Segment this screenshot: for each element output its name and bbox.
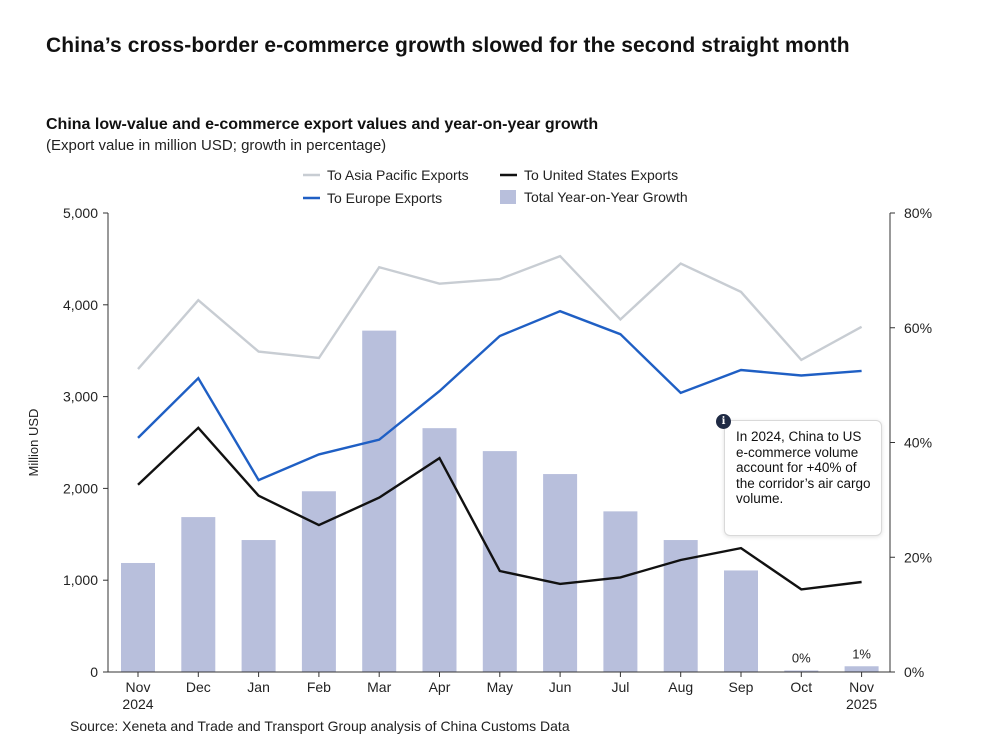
annotation-box: In 2024, China to US e-commerce volume a… bbox=[724, 420, 882, 536]
right-tick-label: 0% bbox=[904, 664, 924, 680]
legend-swatch bbox=[500, 190, 516, 204]
x-tick-label: Jul bbox=[611, 679, 629, 695]
x-tick-label: Nov bbox=[849, 679, 874, 695]
source-note: Source: Xeneta and Trade and Transport G… bbox=[70, 718, 570, 734]
right-tick-label: 40% bbox=[904, 435, 932, 451]
info-icon: i bbox=[716, 414, 731, 429]
x-tick-label: Oct bbox=[790, 679, 812, 695]
bar-data-label: 1% bbox=[852, 646, 871, 661]
legend-label: To Asia Pacific Exports bbox=[327, 167, 469, 183]
growth-bar bbox=[844, 666, 879, 672]
chart-title: China low-value and e-commerce export va… bbox=[46, 116, 599, 133]
bar-data-label: 0% bbox=[792, 651, 811, 666]
right-tick-label: 60% bbox=[904, 320, 932, 336]
right-tick-label: 20% bbox=[904, 549, 932, 565]
line-series bbox=[137, 254, 863, 591]
growth-bar bbox=[543, 474, 578, 672]
growth-bar bbox=[603, 511, 638, 672]
right-tick-label: 80% bbox=[904, 205, 932, 221]
left-tick-label: 5,000 bbox=[63, 205, 98, 221]
x-tick-label: Aug bbox=[668, 679, 693, 695]
x-tick-label: Sep bbox=[729, 679, 754, 695]
legend: To Asia Pacific Exports To United States … bbox=[303, 167, 688, 206]
legend-label: To Europe Exports bbox=[327, 190, 442, 206]
chart-subtitle: (Export value in million USD; growth in … bbox=[46, 137, 387, 154]
left-tick-label: 1,000 bbox=[63, 572, 98, 588]
growth-bar bbox=[482, 451, 517, 672]
growth-bar bbox=[301, 491, 336, 672]
y-axis-label: Million USD bbox=[26, 409, 41, 477]
growth-bar bbox=[362, 330, 397, 672]
x-tick-label: Mar bbox=[367, 679, 391, 695]
growth-bar bbox=[422, 428, 457, 672]
x-tick-label: May bbox=[487, 679, 513, 695]
left-tick-label: 2,000 bbox=[63, 480, 98, 496]
right-axis: 0% 20% 40% 60% 80% bbox=[889, 205, 932, 680]
x-tick-label: Jan bbox=[247, 679, 270, 695]
x-tick-label: Jun bbox=[549, 679, 572, 695]
series-line-to-asia-pacific-exports bbox=[137, 254, 863, 370]
growth-bar bbox=[724, 570, 758, 672]
left-axis: 0 1,000 2,000 3,000 4,000 5,000 Million USD bbox=[26, 205, 109, 680]
left-tick-label: 0 bbox=[90, 664, 98, 680]
x-tick-label: Apr bbox=[429, 679, 451, 695]
growth-bar bbox=[181, 517, 216, 672]
x-tick-label: Nov bbox=[126, 679, 151, 695]
growth-bar bbox=[241, 540, 276, 672]
x-year-label: 2024 bbox=[122, 696, 153, 712]
growth-bar bbox=[121, 562, 155, 672]
page-headline: China’s cross-border e-commerce growth s… bbox=[46, 34, 850, 57]
legend-label: Total Year-on-Year Growth bbox=[524, 189, 688, 205]
bar-series: 0% 1% bbox=[121, 330, 879, 672]
growth-bar bbox=[784, 670, 819, 672]
x-year-label: 2025 bbox=[846, 696, 877, 712]
left-tick-label: 4,000 bbox=[63, 297, 98, 313]
left-tick-label: 3,000 bbox=[63, 389, 98, 405]
series-line-to-united-states-exports bbox=[137, 426, 862, 591]
series-line-to-europe-exports bbox=[137, 309, 862, 482]
x-tick-label: Dec bbox=[186, 679, 211, 695]
legend-label: To United States Exports bbox=[524, 167, 678, 183]
x-tick-label: Feb bbox=[307, 679, 331, 695]
